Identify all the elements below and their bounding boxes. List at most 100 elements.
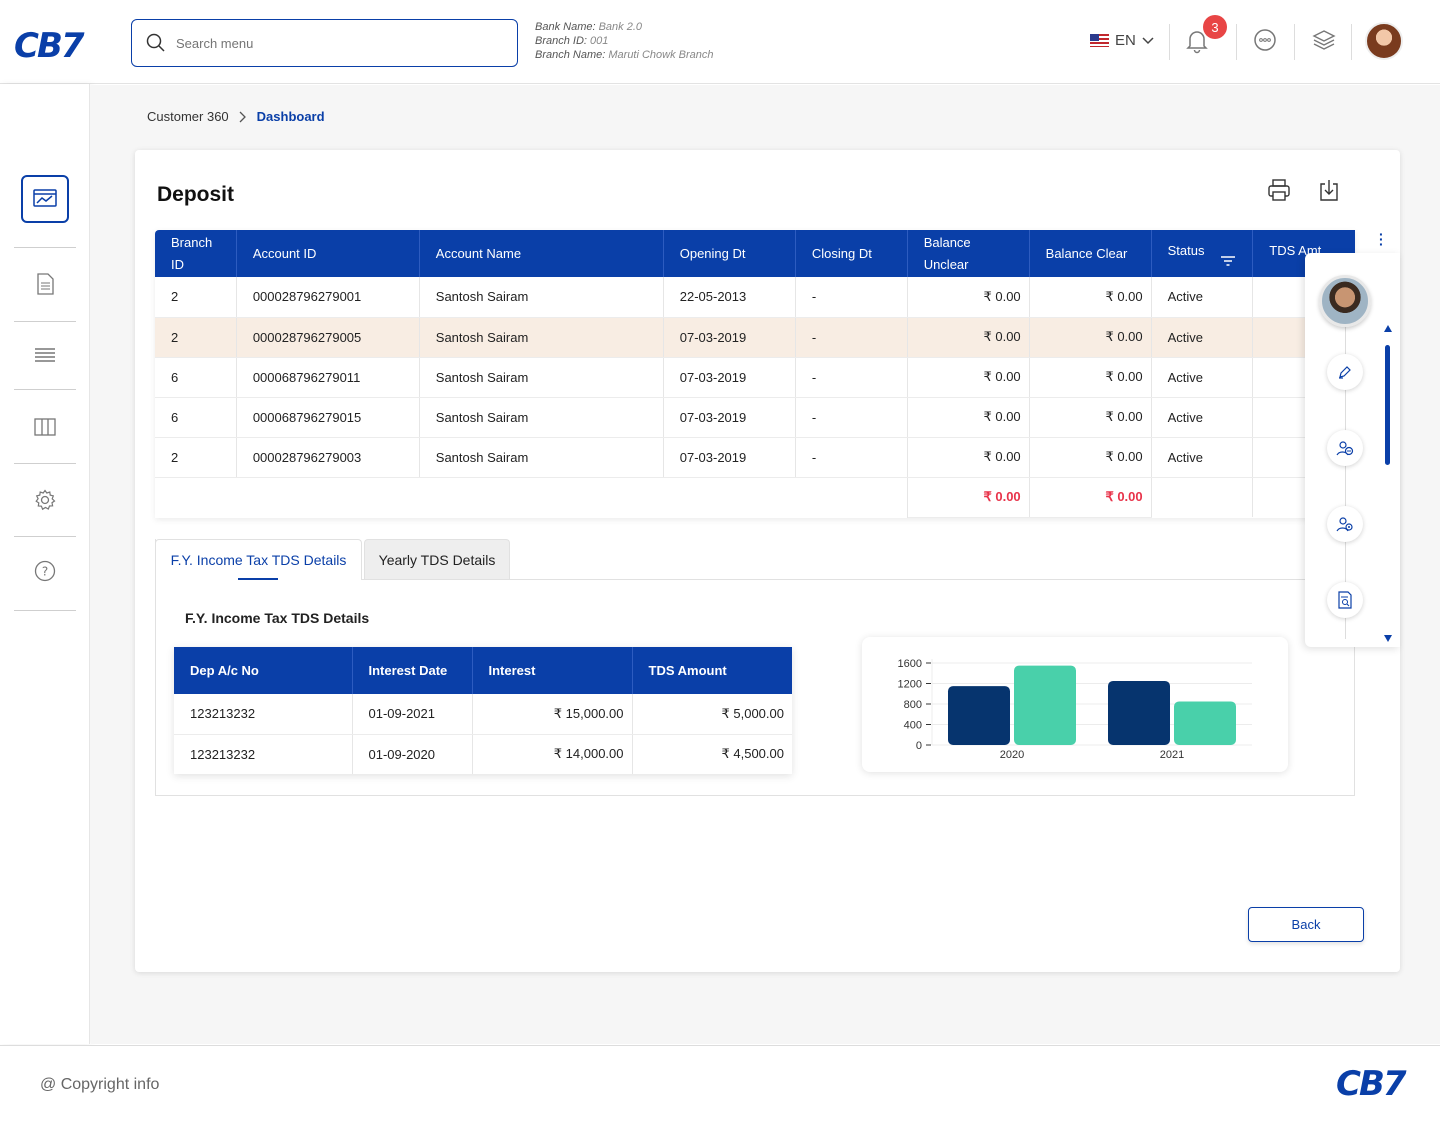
cell-tds-amount: ₹ 4,500.00	[721, 746, 785, 762]
cell-account-id: 000028796279005	[236, 317, 420, 358]
language-selector[interactable]: EN	[1090, 32, 1154, 49]
cell-closing-dt: -	[795, 317, 908, 358]
col-interest-date[interactable]: Interest Date	[352, 647, 473, 694]
breadcrumb-parent[interactable]: Customer 360	[147, 109, 229, 124]
scroll-up-icon[interactable]	[1384, 325, 1392, 332]
user-list-icon	[1336, 441, 1354, 456]
chart-bar	[1014, 665, 1076, 745]
table-row[interactable]: 123213232 01-09-2020 ₹ 14,000.00 ₹ 4,500…	[174, 734, 792, 774]
totals-row: ₹ 0.00 ₹ 0.00	[155, 477, 1355, 518]
chevron-down-icon	[1142, 36, 1154, 44]
document-icon	[37, 273, 54, 295]
cell-opening-dt: 07-03-2019	[663, 317, 796, 358]
customer-list-button[interactable]	[1327, 430, 1363, 466]
col-account-id[interactable]: Account ID	[236, 230, 420, 277]
col-balance-clear[interactable]: Balance Clear	[1029, 230, 1152, 277]
chart-ytick-label: 1200	[898, 679, 922, 691]
divider	[14, 389, 76, 390]
cell-closing-dt: -	[795, 437, 908, 478]
col-account-name[interactable]: Account Name	[419, 230, 664, 277]
col-balance-unclear[interactable]: Balance Unclear	[907, 230, 1030, 277]
us-flag-icon	[1090, 34, 1109, 47]
tab-fy-income-tax[interactable]: F.Y. Income Tax TDS Details	[155, 539, 362, 580]
cell-account-id: 000028796279003	[236, 437, 420, 478]
table-row[interactable]: 6 000068796279011 Santosh Sairam 07-03-2…	[155, 357, 1355, 398]
chart-ytick-label: 400	[904, 720, 922, 732]
cell-account-name: Santosh Sairam	[419, 357, 664, 398]
col-closing-dt[interactable]: Closing Dt	[795, 230, 908, 277]
cell-account-name: Santosh Sairam	[419, 317, 664, 358]
cell-balance-clear: ₹ 0.00	[1029, 317, 1152, 358]
table-row[interactable]: 6 000068796279015 Santosh Sairam 07-03-2…	[155, 397, 1355, 438]
col-interest[interactable]: Interest	[472, 647, 633, 694]
col-branch-id[interactable]: Branch ID	[155, 230, 237, 277]
document-search-icon	[1338, 591, 1352, 609]
customer-settings-button[interactable]	[1327, 506, 1363, 542]
sidebar: ?	[0, 84, 90, 1044]
totals-empty	[1151, 477, 1254, 517]
table-row[interactable]: 2 000028796279005 Santosh Sairam 07-03-2…	[155, 317, 1355, 358]
totals-spacer	[155, 477, 908, 517]
cell-balance-clear: ₹ 0.00	[1029, 277, 1152, 318]
scroll-down-icon[interactable]	[1384, 635, 1392, 642]
cell-branch-id: 2	[155, 437, 237, 478]
table-row[interactable]: 123213232 01-09-2021 ₹ 15,000.00 ₹ 5,000…	[174, 694, 792, 735]
sidebar-item-help[interactable]: ?	[14, 540, 76, 602]
app-logo[interactable]: CB7	[14, 26, 85, 66]
layers-button[interactable]	[1312, 28, 1336, 57]
col-status[interactable]: Status	[1151, 230, 1254, 277]
back-button[interactable]: Back	[1248, 907, 1364, 942]
breadcrumb-current: Dashboard	[256, 109, 325, 124]
cell-interest-date: 01-09-2020	[352, 734, 473, 774]
user-avatar[interactable]	[1365, 22, 1403, 60]
cell-balance-clear: ₹ 0.00	[1029, 397, 1152, 438]
cell-dep-ac-no: 123213232	[174, 694, 353, 735]
pen-icon	[1339, 366, 1351, 379]
chart-bar	[1174, 701, 1236, 745]
tab-yearly-tds[interactable]: Yearly TDS Details	[364, 539, 510, 579]
report-search-button[interactable]	[1327, 582, 1363, 618]
deposit-card: Deposit Branch ID Account ID Account Nam…	[135, 150, 1400, 972]
sidebar-item-documents[interactable]	[14, 253, 76, 315]
download-button[interactable]	[1319, 178, 1339, 207]
divider	[14, 610, 76, 611]
dashboard-icon	[33, 189, 57, 207]
footer: @ Copyright info CB7	[0, 1045, 1440, 1125]
cell-closing-dt: -	[795, 357, 908, 398]
search-input[interactable]	[176, 35, 476, 51]
more-options-icon[interactable]: · · ·	[1379, 226, 1384, 252]
filter-icon[interactable]	[1220, 255, 1236, 267]
tds-table: Dep A/c No Interest Date Interest TDS Am…	[174, 647, 792, 774]
panel-scrollbar[interactable]	[1385, 345, 1390, 465]
sidebar-item-dashboard[interactable]	[21, 175, 69, 223]
sidebar-item-columns[interactable]	[14, 396, 76, 458]
print-button[interactable]	[1267, 178, 1291, 207]
search-box[interactable]	[131, 19, 518, 67]
chat-button[interactable]	[1253, 28, 1277, 57]
table-row[interactable]: 2 000028796279003 Santosh Sairam 07-03-2…	[155, 437, 1355, 478]
edit-button[interactable]	[1327, 354, 1363, 390]
chart-xtick-label: 2020	[1000, 749, 1024, 761]
top-bar: CB7 Bank Name: Bank 2.0 Branch ID: 001 B…	[0, 0, 1440, 84]
sidebar-item-list[interactable]	[14, 324, 76, 386]
sidebar-item-settings[interactable]	[14, 469, 76, 531]
chart-bar	[1108, 680, 1170, 745]
cell-interest: ₹ 14,000.00	[472, 734, 633, 774]
col-tds-amount[interactable]: TDS Amount	[632, 647, 792, 694]
cell-balance-unclear: ₹ 0.00	[907, 397, 1030, 438]
cell-status: Active	[1151, 277, 1254, 318]
chart-ytick-label: 0	[916, 740, 922, 752]
table-row[interactable]: 2 000028796279001 Santosh Sairam 22-05-2…	[155, 277, 1355, 318]
cell-closing-dt: -	[795, 397, 908, 438]
divider	[1351, 24, 1352, 60]
footer-logo: CB7	[1336, 1064, 1407, 1104]
col-dep-ac-no[interactable]: Dep A/c No	[174, 647, 353, 694]
cell-balance-unclear: ₹ 0.00	[907, 437, 1030, 478]
cell-status: Active	[1151, 397, 1254, 438]
layers-icon	[1312, 30, 1336, 50]
cell-branch-id: 6	[155, 357, 237, 398]
col-opening-dt[interactable]: Opening Dt	[663, 230, 796, 277]
notification-button[interactable]	[1185, 28, 1209, 59]
customer-avatar[interactable]	[1319, 275, 1371, 327]
columns-icon	[34, 418, 56, 436]
